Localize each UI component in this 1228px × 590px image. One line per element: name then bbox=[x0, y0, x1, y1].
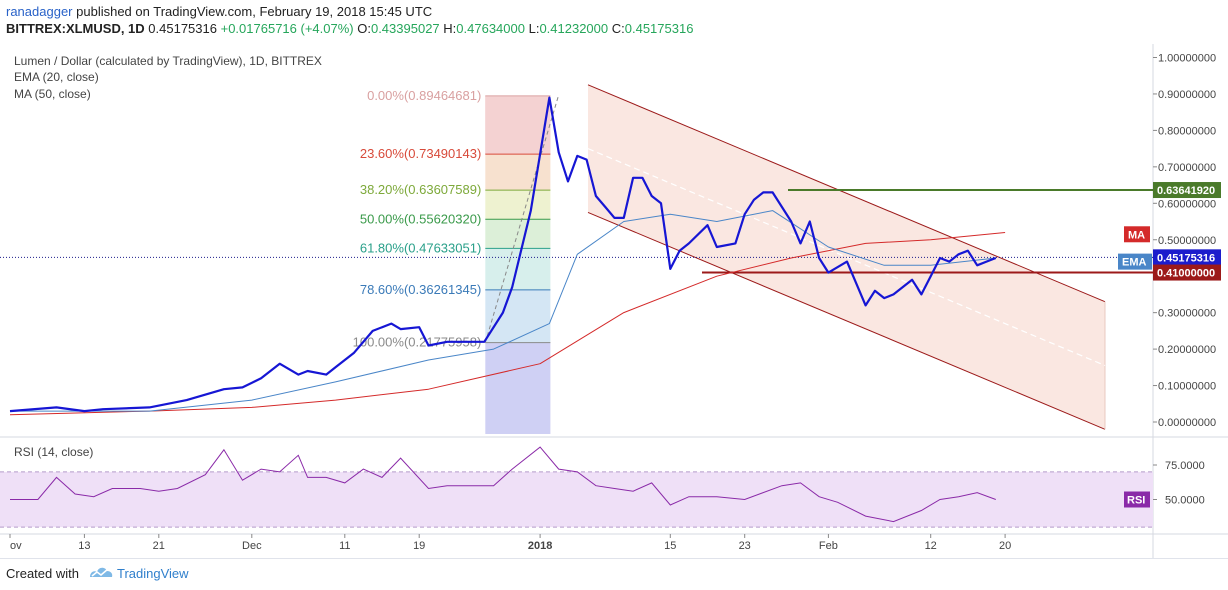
publish-line: ranadagger published on TradingView.com,… bbox=[6, 4, 432, 19]
footer-bar: Created with TradingView bbox=[0, 558, 1228, 590]
fib-level-label: 78.60%(0.36261345) bbox=[360, 282, 481, 297]
fib-zone bbox=[485, 248, 551, 290]
svg-text:0.45175316: 0.45175316 bbox=[1157, 252, 1215, 264]
channel-upper-line bbox=[587, 84, 1106, 303]
time-axis[interactable]: ov 13 21 Dec 11 19 2018 15 23 Feb 12 20 bbox=[9, 534, 1011, 552]
fib-trend-line bbox=[484, 95, 559, 343]
price-tick-label: 0.60000000 bbox=[1158, 198, 1216, 210]
time-tick-label: Dec bbox=[242, 540, 262, 552]
svg-text:RSI: RSI bbox=[1127, 495, 1145, 507]
high-label: H: bbox=[443, 21, 457, 36]
fibonacci-retracement[interactable]: 0.00%(0.89464681) 23.60%(0.73490143) 38.20… bbox=[353, 88, 559, 434]
tradingview-link[interactable]: TradingView bbox=[117, 566, 189, 581]
price-tick-label: 0.70000000 bbox=[1158, 162, 1216, 174]
price-tick-label: 0.90000000 bbox=[1158, 89, 1216, 101]
chart-header: ranadagger published on TradingView.com,… bbox=[0, 0, 1228, 44]
legend-ma: MA (50, close) bbox=[14, 87, 91, 101]
author-link[interactable]: ranadagger bbox=[6, 4, 73, 19]
price-tick-label: 0.00000000 bbox=[1158, 417, 1216, 429]
price-axis[interactable]: 1.00000000 0.90000000 0.80000000 0.70000000… bbox=[1118, 53, 1221, 430]
resistance-price-tag: 0.63641920 bbox=[1153, 182, 1221, 199]
low-value: 0.41232000 bbox=[539, 21, 609, 36]
ma-tag: MA bbox=[1124, 226, 1150, 243]
fib-level-label: 0.00%(0.89464681) bbox=[367, 88, 481, 103]
time-tick-label: Feb bbox=[819, 540, 838, 552]
rsi-tick-label: 50.0000 bbox=[1165, 495, 1205, 507]
fib-zone bbox=[485, 289, 551, 343]
fib-level-label: 50.00%(0.55620320) bbox=[360, 211, 481, 226]
svg-text:0.41000000: 0.41000000 bbox=[1157, 268, 1215, 280]
ema-line bbox=[10, 210, 996, 412]
rsi-tick-label: 75.0000 bbox=[1165, 460, 1205, 472]
time-tick-label: 12 bbox=[925, 540, 937, 552]
support-price-tag: 0.41000000 bbox=[1153, 264, 1221, 281]
time-tick-label: 13 bbox=[78, 540, 90, 552]
legend-ema: EMA (20, close) bbox=[14, 70, 99, 84]
time-tick-label: 2018 bbox=[528, 540, 552, 552]
open-value: 0.43395027 bbox=[370, 21, 440, 36]
publish-info: published on TradingView.com, February 1… bbox=[76, 4, 433, 19]
price-tick-label: 0.30000000 bbox=[1158, 308, 1216, 320]
symbol-line: BITTREX:XLMUSD, 1D 0.45175316 +0.0176571… bbox=[6, 21, 693, 36]
price-tick-label: 0.50000000 bbox=[1158, 235, 1216, 247]
close-value: 0.45175316 bbox=[624, 21, 694, 36]
time-tick-label: 11 bbox=[339, 540, 350, 552]
svg-text:EMA: EMA bbox=[1122, 257, 1147, 269]
svg-text:0.63641920: 0.63641920 bbox=[1157, 185, 1215, 197]
ema-tag: EMA bbox=[1118, 253, 1152, 270]
low-label: L: bbox=[528, 21, 540, 36]
price-change: +0.01765716 (+4.07%) bbox=[220, 21, 354, 36]
fib-level-label: 61.80%(0.47633051) bbox=[360, 240, 481, 255]
created-with-text: Created with bbox=[6, 566, 79, 581]
price-chart-svg[interactable]: 0.00%(0.89464681) 23.60%(0.73490143) 38.20… bbox=[0, 44, 1228, 558]
open-label: O: bbox=[357, 21, 371, 36]
ma-line bbox=[9, 232, 1006, 416]
price-series-group bbox=[9, 96, 1006, 416]
symbol-name[interactable]: BITTREX:XLMUSD, 1D bbox=[6, 21, 145, 36]
price-tick-label: 0.10000000 bbox=[1158, 381, 1216, 393]
legend-rsi: RSI (14, close) bbox=[14, 445, 93, 459]
fib-zone bbox=[485, 190, 551, 220]
tradingview-logo-icon bbox=[90, 567, 113, 577]
chart-legend: Lumen / Dollar (calculated by TradingVie… bbox=[14, 54, 322, 459]
chart-area[interactable]: 0.00%(0.89464681) 23.60%(0.73490143) 38.20… bbox=[0, 44, 1228, 558]
rsi-line bbox=[10, 446, 996, 523]
fib-level-label: 100.00%(0.21775958) bbox=[353, 335, 482, 350]
rsi-band bbox=[0, 471, 1153, 528]
time-tick-label: 21 bbox=[153, 540, 165, 552]
fib-zone-bottom bbox=[485, 342, 551, 434]
last-price: 0.45175316 bbox=[148, 21, 217, 36]
high-value: 0.47634000 bbox=[456, 21, 525, 36]
price-tick-label: 0.80000000 bbox=[1158, 125, 1216, 137]
time-tick-label: ov bbox=[10, 540, 22, 552]
fib-level-label: 38.20%(0.63607589) bbox=[360, 182, 481, 197]
time-tick-label: 23 bbox=[739, 540, 751, 552]
fib-zone bbox=[485, 154, 551, 191]
fib-level-label: 23.60%(0.73490143) bbox=[360, 146, 481, 161]
price-line bbox=[9, 96, 997, 413]
time-tick-label: 19 bbox=[413, 540, 425, 552]
time-tick-label: 15 bbox=[664, 540, 676, 552]
fib-zone-top bbox=[485, 95, 551, 155]
last-price-tag: 0.45175316 bbox=[1153, 249, 1221, 266]
time-tick-label: 20 bbox=[999, 540, 1011, 552]
svg-text:MA: MA bbox=[1128, 229, 1145, 241]
channel-lower-line bbox=[587, 211, 1106, 430]
price-tick-label: 0.20000000 bbox=[1158, 344, 1216, 356]
legend-main: Lumen / Dollar (calculated by TradingVie… bbox=[14, 54, 322, 68]
price-tick-label: 1.00000000 bbox=[1158, 53, 1216, 65]
rsi-pane[interactable]: 75.0000 50.0000 RSI bbox=[0, 446, 1205, 528]
close-label: C: bbox=[611, 21, 625, 36]
rsi-tag: RSI bbox=[1124, 491, 1150, 508]
